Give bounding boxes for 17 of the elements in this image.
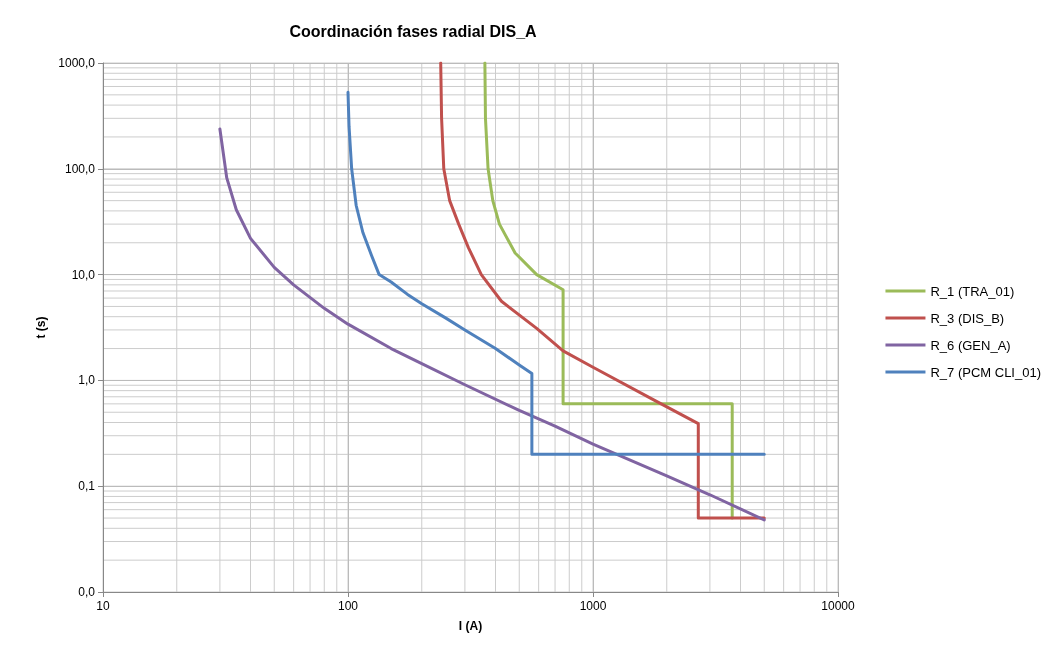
x-axis-title: I (A): [458, 619, 483, 633]
legend-label: R_3 (DIS_B): [930, 310, 1005, 326]
y-tick-label: 100,0: [64, 161, 96, 176]
chart-title: Coordinación fases radial DIS_A: [289, 22, 538, 40]
legend-label: R_6 (GEN_A): [930, 337, 1011, 353]
y-tick-label: 0,0: [78, 585, 96, 599]
x-tick-label: 10: [96, 599, 110, 613]
y-tick-label: 0,1: [78, 479, 96, 494]
y-tick-label: 10,0: [71, 267, 96, 282]
y-tick-label: 1000,0: [58, 56, 96, 70]
legend-label: R_1 (TRA_01): [930, 283, 1015, 299]
x-tick-label: 100: [337, 599, 359, 613]
legend-label: R_7 (PCM CLI_01): [930, 364, 1042, 380]
y-tick-label: 1,0: [78, 373, 96, 388]
y-axis-title: t (s): [34, 316, 49, 339]
x-tick-label: 10000: [821, 599, 856, 613]
x-tick-label: 1000: [579, 599, 607, 613]
